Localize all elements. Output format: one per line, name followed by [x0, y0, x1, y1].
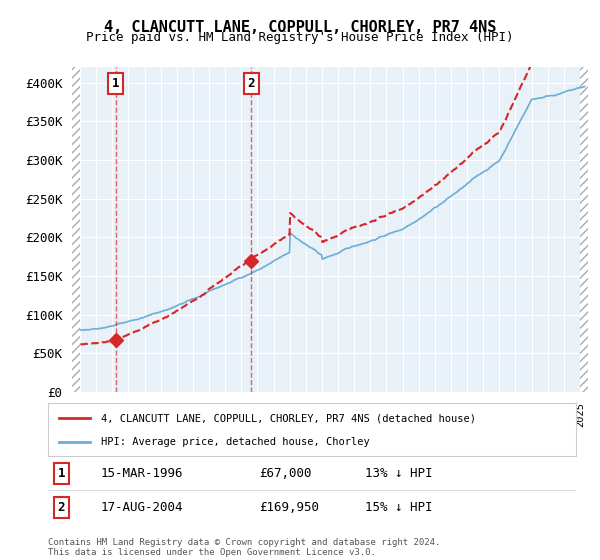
- Text: HPI: Average price, detached house, Chorley: HPI: Average price, detached house, Chor…: [101, 436, 370, 446]
- Text: 2: 2: [248, 77, 255, 90]
- Text: 15% ↓ HPI: 15% ↓ HPI: [365, 501, 432, 514]
- Bar: [580, 67, 588, 392]
- Text: 4, CLANCUTT LANE, COPPULL, CHORLEY, PR7 4NS: 4, CLANCUTT LANE, COPPULL, CHORLEY, PR7 …: [104, 20, 496, 35]
- Bar: [72, 67, 80, 392]
- Text: 15-MAR-1996: 15-MAR-1996: [101, 467, 184, 480]
- Text: 2: 2: [58, 501, 65, 514]
- Text: 13% ↓ HPI: 13% ↓ HPI: [365, 467, 432, 480]
- Text: 17-AUG-2004: 17-AUG-2004: [101, 501, 184, 514]
- Text: 1: 1: [112, 77, 119, 90]
- Text: £169,950: £169,950: [259, 501, 319, 514]
- Text: £67,000: £67,000: [259, 467, 312, 480]
- Text: 4, CLANCUTT LANE, COPPULL, CHORLEY, PR7 4NS (detached house): 4, CLANCUTT LANE, COPPULL, CHORLEY, PR7 …: [101, 413, 476, 423]
- Text: Price paid vs. HM Land Registry's House Price Index (HPI): Price paid vs. HM Land Registry's House …: [86, 31, 514, 44]
- Text: Contains HM Land Registry data © Crown copyright and database right 2024.
This d: Contains HM Land Registry data © Crown c…: [48, 538, 440, 557]
- Text: 1: 1: [58, 467, 65, 480]
